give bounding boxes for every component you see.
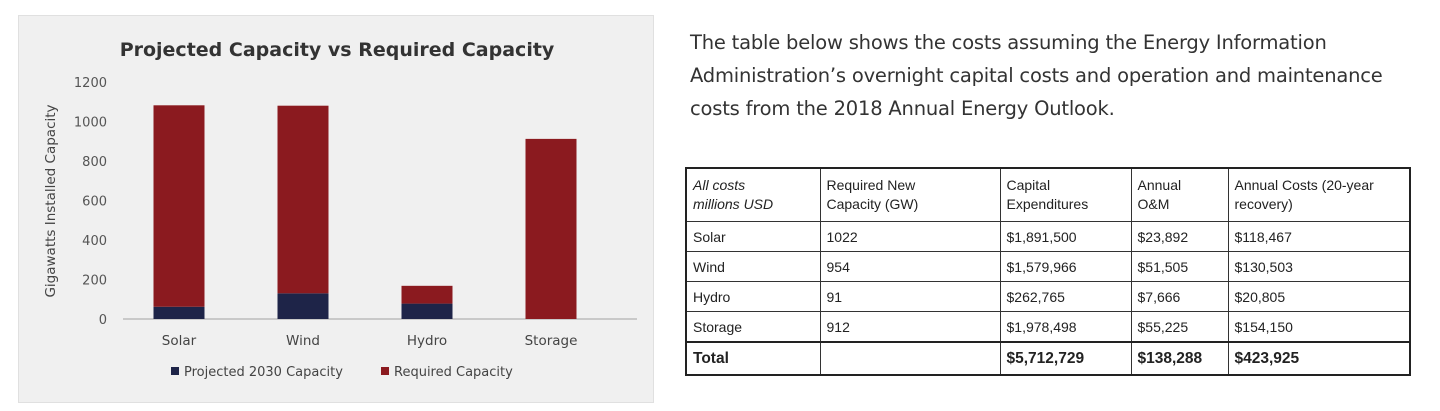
header-cell-om: Annual O&M	[1130, 167, 1229, 222]
legend-swatch-required	[381, 367, 389, 375]
intro-line-2: Administration’s overnight capital costs…	[690, 64, 1383, 87]
table-cell: $138,288	[1130, 341, 1229, 376]
header-text: recovery)	[1234, 196, 1293, 212]
table-cell: Wind	[685, 251, 821, 282]
table-cell: $55,225	[1130, 311, 1229, 343]
table-cell: $5,712,729	[999, 341, 1132, 376]
chart-title: Projected Capacity vs Required Capacity	[120, 39, 555, 61]
cost-table: All costs millions USD Required New Capaci…	[685, 167, 1411, 376]
table-row: Hydro 91 $262,765 $7,666 $20,805	[685, 281, 1411, 312]
header-text: Capital	[1006, 177, 1051, 193]
table-cell: Storage	[685, 311, 821, 343]
x-tick-label: Storage	[525, 333, 578, 349]
header-cell-units: All costs millions USD	[685, 167, 821, 222]
table-cell: $7,666	[1130, 281, 1229, 312]
table-cell: 91	[819, 281, 1001, 312]
table-cell	[819, 341, 1001, 376]
y-tick-label: 400	[82, 234, 107, 249]
table-cell: $423,925	[1227, 341, 1411, 376]
y-tick-label: 1000	[74, 116, 107, 131]
header-cell-capex: Capital Expenditures	[999, 167, 1132, 222]
header-cell-annual-costs: Annual Costs (20-year recovery)	[1227, 167, 1411, 222]
x-tick-label: Hydro	[407, 333, 447, 349]
bar-chart: Projected Capacity vs Required Capacity G…	[43, 39, 637, 380]
x-tick-label: Wind	[286, 333, 320, 349]
table-cell: $20,805	[1227, 281, 1411, 312]
table-cell: 954	[819, 251, 1001, 282]
table-cell: $154,150	[1227, 311, 1411, 343]
header-cell-capacity: Required New Capacity (GW)	[819, 167, 1001, 222]
table-cell: $1,891,500	[999, 221, 1132, 252]
legend-label: Required Capacity	[394, 365, 513, 380]
table-cell: $118,467	[1227, 221, 1411, 252]
table-cell: $262,765	[999, 281, 1132, 312]
intro-line-3: costs from the 2018 Annual Energy Outloo…	[690, 97, 1115, 120]
header-text: Annual	[1137, 177, 1182, 193]
header-text: O&M	[1137, 196, 1170, 212]
bar-solar-projected	[153, 306, 205, 319]
legend-label: Projected 2030 Capacity	[184, 365, 343, 380]
y-axis-label: Gigawatts Installed Capacity	[43, 104, 59, 297]
table-cell: $1,978,498	[999, 311, 1132, 343]
table-cell: Hydro	[685, 281, 821, 312]
table-total-row: Total $5,712,729 $138,288 $423,925	[685, 341, 1411, 376]
legend-swatch-projected	[171, 367, 179, 375]
table-cell: $23,892	[1130, 221, 1229, 252]
bar-hydro-projected	[401, 303, 453, 319]
table-cell: 912	[819, 311, 1001, 343]
bar-hydro-required	[401, 285, 453, 304]
header-text: Required New	[826, 177, 916, 193]
x-tick-label: Solar	[162, 333, 197, 349]
y-tick-label: 200	[82, 274, 107, 289]
y-tick-label: 0	[99, 313, 107, 328]
table-row: Wind 954 $1,579,966 $51,505 $130,503	[685, 251, 1411, 282]
intro-paragraph: The table below shows the costs assuming…	[690, 26, 1390, 125]
header-text: Annual Costs (20-year	[1234, 177, 1374, 193]
table-cell: Solar	[685, 221, 821, 252]
header-text: millions USD	[693, 196, 774, 212]
y-tick-label: 1200	[74, 76, 107, 91]
y-tick-label: 800	[82, 155, 107, 170]
header-text: Expenditures	[1006, 196, 1089, 212]
bar-wind-projected	[277, 293, 329, 319]
table-row: Storage 912 $1,978,498 $55,225 $154,150	[685, 311, 1411, 343]
intro-line-1: The table below shows the costs assuming…	[690, 31, 1327, 54]
y-tick-label: 600	[82, 195, 107, 210]
chart-panel: Projected Capacity vs Required Capacity G…	[18, 15, 654, 403]
table-cell: $130,503	[1227, 251, 1411, 282]
table-cell: $1,579,966	[999, 251, 1132, 282]
header-text: Capacity (GW)	[826, 196, 919, 212]
table-header-row: All costs millions USD Required New Capaci…	[685, 167, 1411, 222]
header-text: All costs	[693, 177, 746, 193]
bar-wind-required	[277, 105, 329, 294]
table-cell: 1022	[819, 221, 1001, 252]
table-cell: Total	[685, 341, 821, 376]
table-cell: $51,505	[1130, 251, 1229, 282]
bar-solar-required	[153, 105, 205, 307]
table-row: Solar 1022 $1,891,500 $23,892 $118,467	[685, 221, 1411, 252]
bar-storage-required	[525, 138, 577, 319]
